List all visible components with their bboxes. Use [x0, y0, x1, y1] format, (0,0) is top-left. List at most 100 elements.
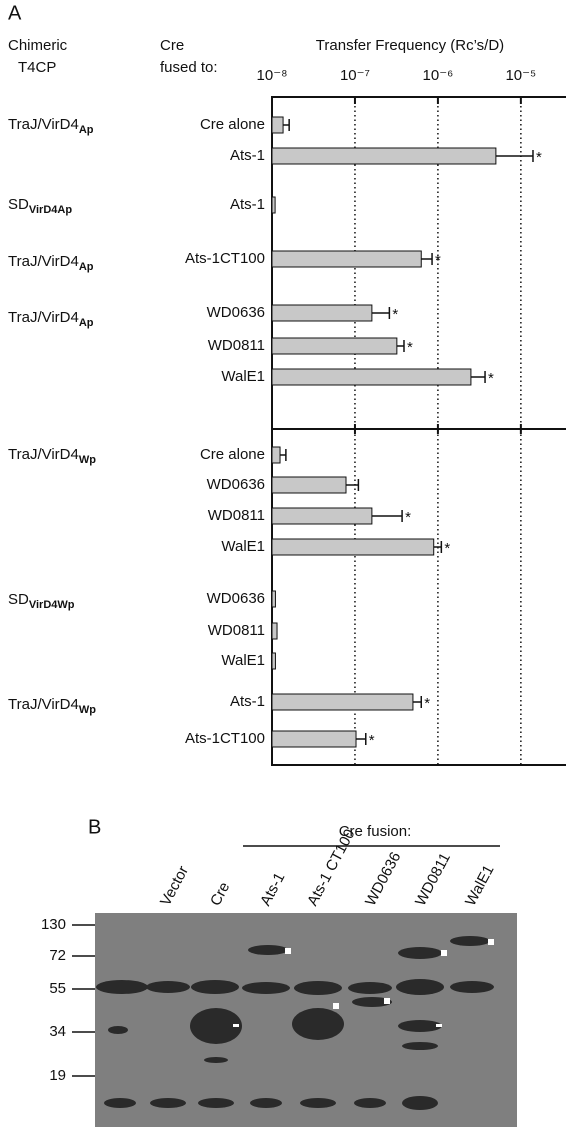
- panel-label: A: [8, 2, 22, 24]
- bar: [271, 652, 276, 670]
- bar: [271, 368, 472, 386]
- significance-label: *: [424, 695, 430, 712]
- group-subscript: Wp: [79, 704, 96, 716]
- marker-label: 55: [49, 980, 66, 997]
- group-label: TraJ/VirD4Ap: [8, 253, 94, 273]
- blot: [95, 913, 517, 1127]
- column-header: Chimeric: [8, 37, 68, 54]
- row-label: Cre alone: [200, 446, 265, 463]
- row-label: WalE1: [221, 652, 265, 669]
- marker-label: 34: [49, 1023, 66, 1040]
- error-bar: [433, 541, 443, 553]
- row-label: Ats-1CT100: [185, 250, 265, 267]
- bar: [271, 196, 276, 214]
- column-header: Cre: [160, 37, 184, 54]
- group-subscript: Ap: [79, 261, 94, 273]
- row-label: WD0811: [208, 622, 265, 639]
- error-bar: [412, 696, 423, 708]
- error-bar: [421, 253, 433, 265]
- significance-label: *: [444, 540, 450, 557]
- x-tick-label: 10⁻⁷: [340, 67, 370, 84]
- group-label: TraJ/VirD4Ap: [8, 116, 94, 136]
- lane-label: Ats-1 CT100: [304, 826, 359, 908]
- x-tick-label: 10⁻⁶: [423, 67, 454, 84]
- panel-label: B: [88, 816, 101, 838]
- significance-label: *: [392, 306, 398, 323]
- column-header: fused to:: [160, 59, 218, 76]
- significance-label: *: [407, 339, 413, 356]
- significance-label: *: [369, 732, 375, 749]
- lane-label: Vector: [157, 863, 192, 909]
- row-label: Cre alone: [200, 116, 265, 133]
- row-label: WD0636: [207, 590, 265, 607]
- significance-label: *: [536, 149, 542, 166]
- error-bar: [495, 150, 534, 162]
- error-bar: [396, 340, 405, 352]
- group-label: SDVirD4Ap: [8, 196, 72, 216]
- bar: [271, 622, 278, 640]
- bar: [271, 304, 373, 322]
- error-bar: [470, 371, 486, 383]
- group-name: SD: [8, 591, 29, 608]
- lane-label: Cre: [207, 879, 233, 908]
- error-bar: [371, 510, 403, 522]
- lane-label: WalE1: [462, 862, 497, 908]
- row-label: Ats-1: [230, 147, 265, 164]
- row-label: WD0636: [207, 304, 265, 321]
- bar: [271, 147, 497, 165]
- bar: [271, 337, 398, 355]
- row-label: WD0636: [207, 476, 265, 493]
- bar: [271, 446, 281, 464]
- error-bar: [371, 307, 391, 319]
- bar: [271, 730, 357, 748]
- significance-label: *: [405, 509, 411, 526]
- bar: [271, 538, 435, 556]
- column-header: T4CP: [18, 59, 56, 76]
- error-bar: [283, 119, 290, 131]
- row-label: Ats-1: [230, 693, 265, 710]
- error-bar: [346, 479, 360, 491]
- error-bar: [280, 449, 287, 461]
- group-name: TraJ/VirD4: [8, 446, 79, 463]
- lane-label: Ats-1: [257, 870, 288, 909]
- bar: [271, 590, 276, 608]
- bar: [271, 250, 422, 268]
- lane-label: WD0811: [412, 850, 454, 909]
- group-name: SD: [8, 196, 29, 213]
- bar: [271, 507, 373, 525]
- error-bar: [356, 733, 367, 745]
- significance-label: *: [488, 370, 494, 387]
- lane-label: WD0636: [362, 849, 404, 909]
- axis-title: Transfer Frequency (Rc’s/D): [316, 37, 504, 54]
- group-name: TraJ/VirD4: [8, 253, 79, 270]
- bar: [271, 693, 414, 711]
- row-label: Ats-1CT100: [185, 730, 265, 747]
- group-subscript: Ap: [79, 317, 94, 329]
- group-label: TraJ/VirD4Wp: [8, 446, 96, 466]
- x-tick-label: 10⁻⁸: [257, 67, 288, 84]
- group-subscript: VirD4Ap: [29, 204, 72, 216]
- row-label: WalE1: [221, 538, 265, 555]
- bar: [271, 116, 284, 134]
- row-label: Ats-1: [230, 196, 265, 213]
- x-tick-label: 10⁻⁵: [505, 67, 536, 84]
- row-label: WalE1: [221, 368, 265, 385]
- bar: [271, 476, 347, 494]
- group-label: TraJ/VirD4Ap: [8, 309, 94, 329]
- marker-label: 130: [41, 916, 66, 933]
- marker-label: 72: [49, 947, 66, 964]
- group-label: SDVirD4Wp: [8, 591, 75, 611]
- significance-label: *: [435, 252, 441, 269]
- group-subscript: VirD4Wp: [29, 599, 75, 611]
- fusion-header: Cre fusion:: [339, 823, 412, 840]
- group-subscript: Wp: [79, 454, 96, 466]
- group-name: TraJ/VirD4: [8, 696, 79, 713]
- marker-label: 19: [49, 1067, 66, 1084]
- group-name: TraJ/VirD4: [8, 309, 79, 326]
- row-label: WD0811: [208, 337, 265, 354]
- group-subscript: Ap: [79, 124, 94, 136]
- row-label: WD0811: [208, 507, 265, 524]
- group-label: TraJ/VirD4Wp: [8, 696, 96, 716]
- group-name: TraJ/VirD4: [8, 116, 79, 133]
